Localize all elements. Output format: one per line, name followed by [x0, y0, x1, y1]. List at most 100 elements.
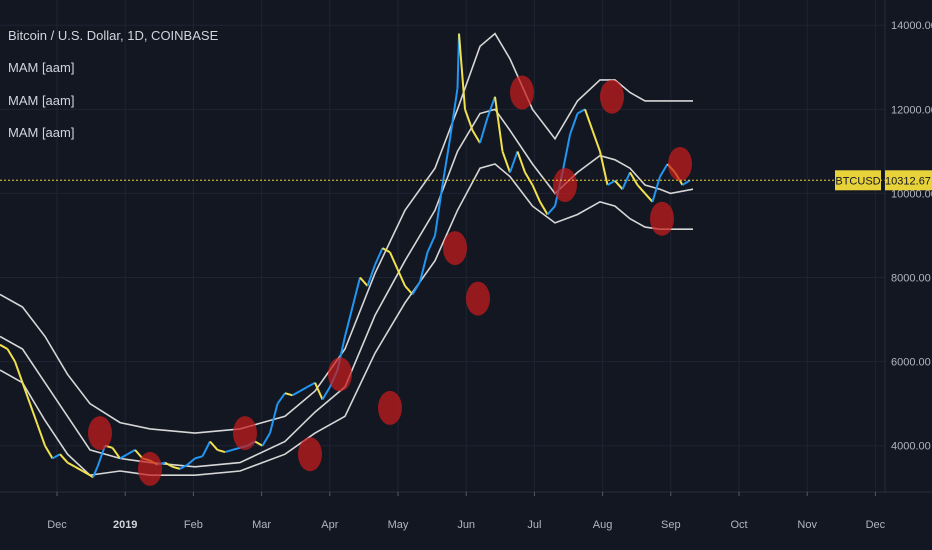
price-segment: [82, 470, 91, 477]
price-segment: [321, 386, 331, 401]
price-segment: [404, 285, 414, 296]
price-segment: [621, 171, 631, 190]
price-segment: [299, 386, 308, 392]
price-segment: [591, 130, 601, 152]
x-tick-label: Jul: [527, 519, 541, 531]
price-segment: [539, 201, 549, 216]
legend-entry-1: MAM [aam]: [8, 60, 74, 75]
highlight-circle: [510, 75, 534, 110]
price-segment: [14, 361, 24, 384]
price-value-box: [885, 170, 932, 191]
highlight-circle: [88, 416, 112, 451]
price-segment: [389, 251, 399, 270]
price-segment: [629, 171, 639, 186]
price-segment: [411, 281, 421, 295]
x-tick-label: 2019: [113, 519, 137, 531]
price-segment: [269, 403, 279, 434]
x-tick-label: Apr: [321, 519, 338, 531]
chart-title: Bitcoin / U.S. Dollar, 1D, COINBASE: [8, 28, 219, 43]
price-segment: [74, 465, 83, 472]
price-segment: [307, 381, 316, 388]
highlight-circle: [233, 416, 257, 451]
price-segment: [92, 466, 99, 478]
price-segment: [261, 432, 271, 447]
price-segment: [351, 277, 361, 308]
price-segment: [584, 108, 594, 131]
x-tick-label: Aug: [593, 519, 613, 531]
price-segment: [217, 448, 226, 454]
band-lower-line: [0, 163, 693, 477]
price-segment: [471, 129, 481, 144]
legend: Bitcoin / U.S. Dollar, 1D, COINBASE MAM …: [8, 28, 219, 140]
price-segment: [464, 108, 474, 131]
price-segment: [6, 348, 16, 363]
x-tick-label: Jun: [457, 519, 475, 531]
y-tick-label: 10000.00: [891, 188, 932, 200]
price-segment: [636, 184, 646, 195]
y-tick-label: 12000.00: [891, 104, 932, 116]
price-segment: [651, 176, 661, 203]
price-segment: [0, 343, 8, 350]
price-segment: [344, 306, 354, 337]
price-segment: [659, 163, 669, 178]
highlight-circle: [378, 390, 402, 425]
price-segment: [561, 134, 571, 173]
price-segment: [36, 424, 46, 447]
x-axis: Dec 2019 Feb Mar Apr May Jun Jul Aug Sep Oct Nov Dec: [47, 492, 886, 531]
price-segment: [374, 247, 384, 266]
price-segment: [434, 184, 444, 236]
price-value: 10312.67: [885, 175, 931, 187]
price-segment: [224, 448, 233, 454]
price-segment: [52, 453, 61, 460]
price-segment: [119, 453, 128, 460]
price-segment: [164, 461, 173, 468]
x-tick-label: Oct: [730, 519, 747, 531]
price-segment: [111, 447, 121, 459]
price-segment: [458, 33, 466, 110]
x-tick-label: Sep: [661, 519, 681, 531]
price-segment: [67, 461, 76, 468]
price-segment: [614, 180, 624, 190]
price-segment: [29, 403, 39, 426]
price-segment: [546, 205, 556, 216]
price-segment: [569, 113, 579, 135]
y-tick-label: 14000.00: [891, 20, 932, 32]
highlight-circle: [298, 437, 322, 472]
price-segment: [531, 184, 541, 203]
price-segment: [127, 449, 136, 456]
price-segment: [44, 445, 54, 459]
highlight-circle: [443, 231, 467, 266]
price-tag-symbol-box: [835, 170, 881, 191]
price-segment: [172, 465, 181, 470]
price-segment: [479, 117, 489, 144]
price-segment: [644, 192, 654, 203]
y-tick-label: 6000.00: [891, 357, 931, 369]
price-segment: [419, 252, 429, 282]
price-segment: [486, 96, 496, 119]
x-tick-label: Dec: [47, 519, 67, 531]
price-segment: [179, 463, 188, 470]
x-tick-label: Nov: [797, 519, 817, 531]
price-segment: [501, 151, 511, 173]
grid: [0, 0, 885, 492]
price-segment: [292, 390, 301, 397]
price-segment: [134, 449, 144, 460]
price-segment: [284, 392, 293, 397]
price-segment: [359, 276, 369, 287]
highlight-circle: [328, 357, 352, 392]
price-segment: [607, 179, 616, 186]
highlight-circle: [650, 201, 674, 236]
price-segment: [441, 138, 451, 186]
price-segment: [276, 392, 286, 405]
price-segment: [577, 108, 586, 115]
highlight-circle: [600, 79, 624, 114]
legend-entry-2: MAM [aam]: [8, 93, 74, 108]
price-segment: [382, 247, 391, 254]
y-tick-label: 4000.00: [891, 441, 931, 453]
price-label: BTCUSD 10312.67: [835, 170, 932, 191]
highlight-circle: [668, 147, 692, 181]
price-segment: [426, 235, 436, 253]
price-segment: [509, 151, 519, 173]
